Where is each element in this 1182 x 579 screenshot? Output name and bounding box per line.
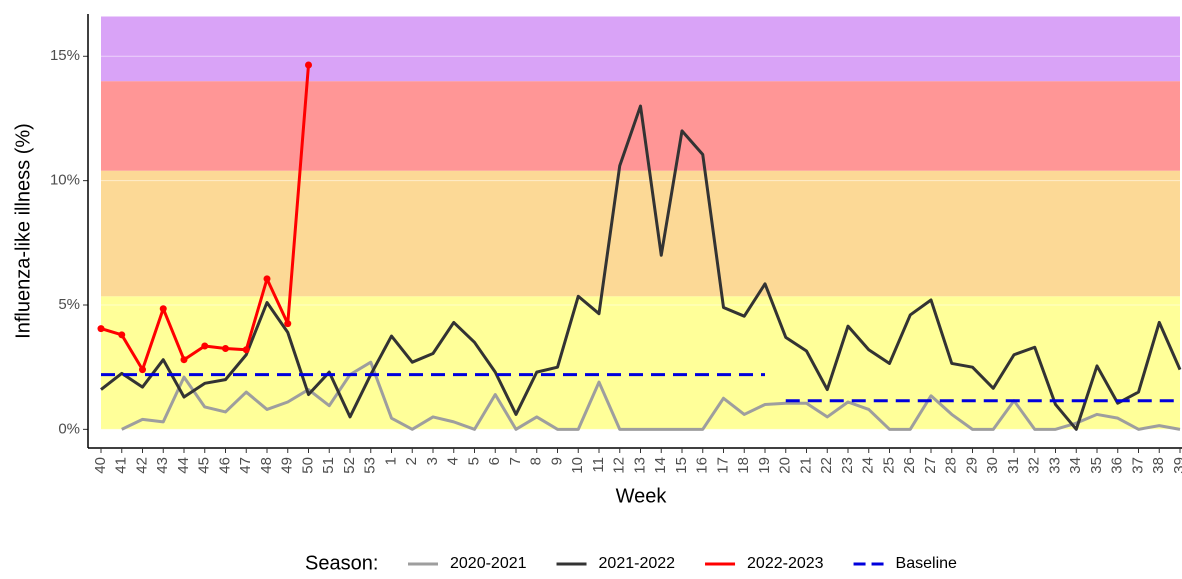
- x-tick-label: 24: [860, 457, 877, 474]
- x-tick-label: 25: [880, 457, 897, 474]
- x-tick-label: 3: [424, 457, 441, 465]
- x-tick-label: 14: [652, 457, 669, 474]
- x-tick-label: 32: [1026, 457, 1043, 474]
- series-point: [118, 331, 126, 339]
- x-tick-label: 13: [631, 457, 648, 474]
- x-tick-label: 42: [133, 457, 150, 474]
- x-tick-label: 51: [320, 457, 337, 474]
- series-point: [284, 320, 292, 328]
- severity-band: [101, 170, 1180, 297]
- x-tick-label: 9: [548, 457, 565, 465]
- x-tick-label: 4: [445, 457, 462, 465]
- x-tick-label: 47: [237, 457, 254, 474]
- x-tick-label: 22: [818, 457, 835, 474]
- x-tick-label: 38: [1150, 457, 1167, 474]
- series-point: [97, 325, 105, 333]
- x-tick-label: 28: [943, 457, 960, 474]
- severity-band: [101, 81, 1180, 171]
- x-tick-label: 36: [1109, 457, 1126, 474]
- y-tick-label: 5%: [58, 296, 80, 313]
- x-tick-label: 29: [963, 457, 980, 474]
- series-point: [201, 342, 209, 350]
- x-tick-label: 41: [113, 457, 130, 474]
- series-point: [222, 345, 229, 353]
- y-tick-label: 15%: [50, 47, 80, 64]
- severity-band: [101, 296, 1180, 430]
- x-tick-label: 53: [362, 457, 379, 474]
- x-tick-label: 34: [1067, 457, 1084, 474]
- series-line: [121, 360, 1181, 431]
- series-point: [180, 356, 188, 364]
- x-tick-label: 27: [922, 457, 939, 474]
- x-tick-label: 44: [175, 457, 192, 474]
- x-tick-label: 37: [1129, 457, 1146, 474]
- x-tick-label: 7: [507, 457, 524, 465]
- y-axis-title: Influenza-like illness (%): [12, 123, 34, 339]
- x-tick-label: 6: [486, 457, 503, 465]
- x-tick-label: 11: [590, 457, 607, 473]
- series-point: [305, 61, 312, 69]
- severity-band: [101, 16, 1180, 82]
- legend-label: Baseline: [896, 555, 957, 572]
- series-point: [139, 366, 146, 374]
- x-tick-label: 40: [92, 457, 109, 474]
- x-tick-label: 19: [756, 457, 773, 474]
- x-tick-label: 15: [673, 457, 690, 474]
- x-tick-label: 16: [694, 457, 711, 474]
- x-tick-label: 18: [735, 457, 752, 474]
- x-tick-label: 39: [1171, 457, 1182, 474]
- x-tick-label: 26: [901, 457, 918, 474]
- x-tick-label: 21: [797, 457, 814, 474]
- y-tick-label: 0%: [58, 420, 80, 437]
- x-tick-label: 17: [714, 457, 731, 474]
- x-axis-title: Week: [616, 485, 668, 507]
- x-tick-label: 48: [258, 457, 275, 474]
- x-tick-label: 30: [984, 457, 1001, 474]
- legend-label: 2022-2023: [747, 555, 824, 572]
- x-tick-label: 46: [216, 457, 233, 474]
- x-tick-label: 35: [1088, 457, 1105, 474]
- series-point: [159, 305, 167, 313]
- x-tick-label: 33: [1046, 457, 1063, 474]
- x-tick-label: 20: [777, 457, 794, 474]
- x-tick-label: 1: [382, 457, 399, 465]
- x-tick-label: 12: [611, 457, 628, 474]
- legend-label: 2021-2022: [599, 555, 676, 572]
- legend-label: 2020-2021: [450, 555, 527, 572]
- x-tick-label: 45: [196, 457, 213, 474]
- series-point: [263, 275, 271, 283]
- x-tick-label: 43: [154, 457, 171, 474]
- x-tick-label: 49: [279, 457, 296, 474]
- legend-title: Season:: [305, 552, 378, 574]
- x-tick-label: 31: [1005, 457, 1022, 474]
- x-tick-label: 52: [341, 457, 358, 474]
- y-tick-label: 10%: [50, 172, 80, 189]
- x-tick-label: 23: [839, 457, 856, 474]
- series-line: [100, 104, 1182, 431]
- x-tick-label: 8: [528, 457, 545, 465]
- series-point: [242, 346, 250, 354]
- x-tick-label: 10: [569, 457, 586, 474]
- x-tick-label: 2: [403, 457, 420, 465]
- x-tick-label: 5: [465, 457, 482, 465]
- x-tick-label: 50: [299, 457, 316, 474]
